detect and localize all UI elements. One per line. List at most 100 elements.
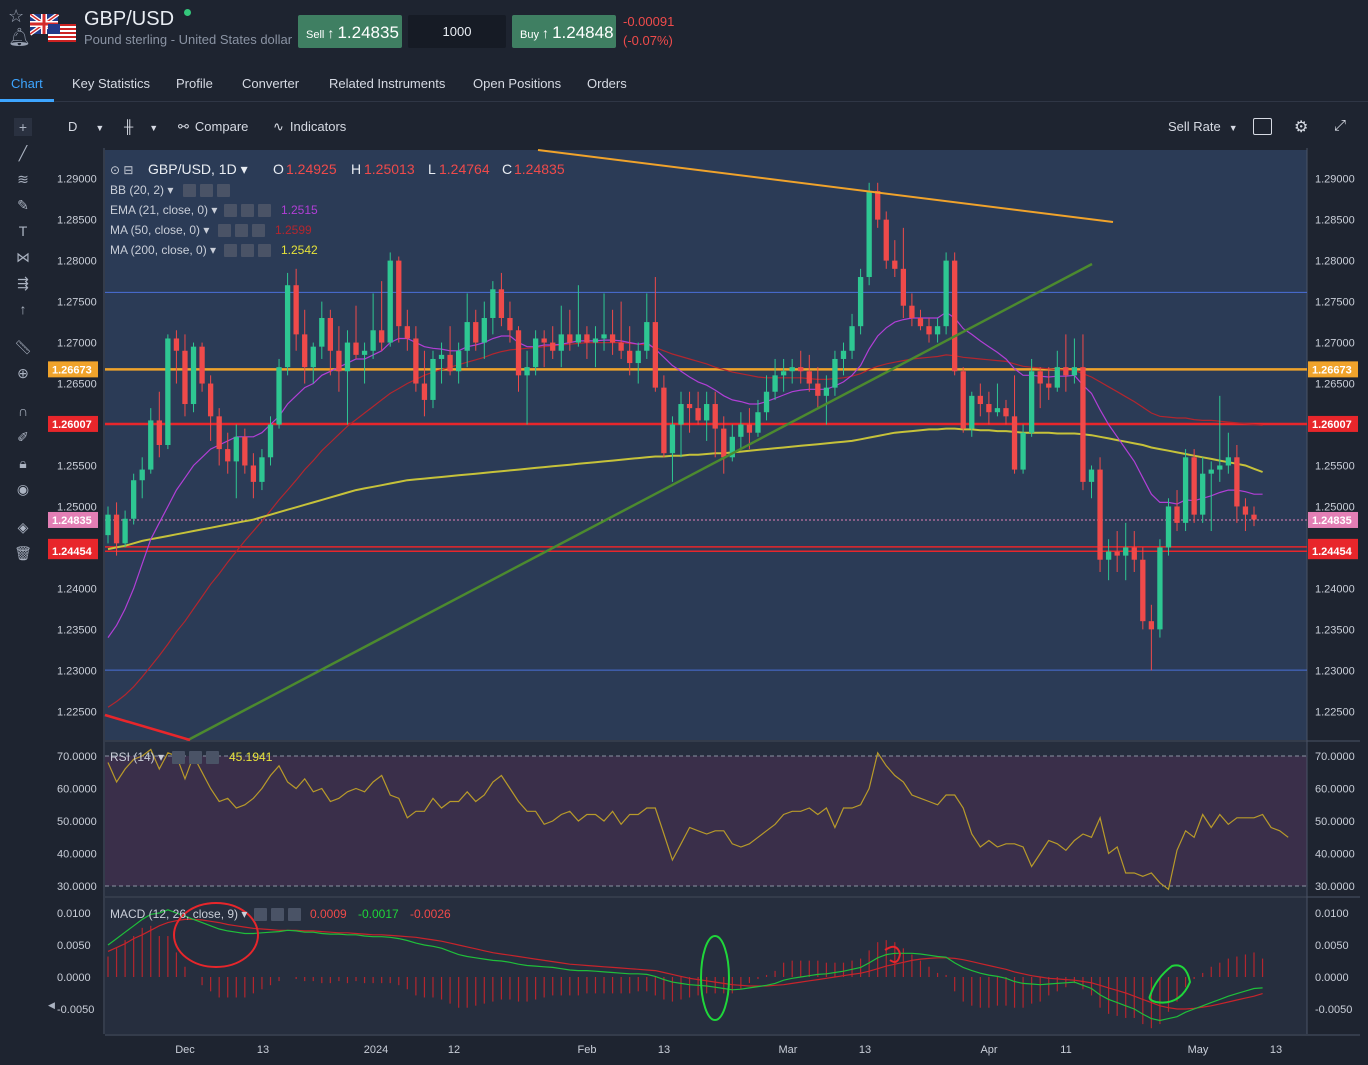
eye-icon[interactable]: ◉ bbox=[16, 481, 30, 497]
indicators-button[interactable]: ∿ Indicators bbox=[273, 119, 346, 135]
candles-icon: ╫ bbox=[124, 119, 134, 134]
trash-icon[interactable]: 🗑︎ bbox=[14, 545, 32, 561]
text-icon[interactable]: T bbox=[18, 223, 28, 239]
pattern-icon[interactable]: ⋈ bbox=[16, 249, 30, 265]
sell-price: 1.24835 bbox=[337, 23, 399, 42]
time-tick: Feb bbox=[578, 1044, 597, 1056]
candle-body bbox=[336, 350, 342, 372]
candle-body bbox=[105, 514, 111, 536]
buy-label: Buy bbox=[520, 29, 539, 41]
level-label-right-box bbox=[1308, 361, 1358, 378]
indicator-settings-icon bbox=[200, 184, 213, 197]
flag-icons bbox=[30, 14, 76, 42]
star-icon[interactable]: ☆ bbox=[8, 6, 25, 26]
red-trendline bbox=[104, 713, 191, 742]
time-tick: Mar bbox=[779, 1044, 798, 1056]
time-tick: 13 bbox=[658, 1044, 670, 1056]
candle-body bbox=[1088, 469, 1095, 482]
zoom-icon[interactable]: ⊕ bbox=[17, 365, 29, 381]
candle-body bbox=[1148, 621, 1155, 630]
candle-body bbox=[832, 358, 838, 388]
change-absolute: -0.00091 bbox=[623, 14, 675, 29]
layers-icon[interactable]: ◈ bbox=[17, 519, 29, 535]
magnet-icon[interactable]: ∩ bbox=[17, 403, 29, 419]
arrow-up-icon[interactable]: ↑ bbox=[19, 301, 27, 317]
candle-body bbox=[498, 289, 505, 318]
compare-button[interactable]: ⚯ Compare bbox=[178, 119, 248, 135]
fib-icon[interactable]: ≋ bbox=[17, 171, 29, 187]
candle-body bbox=[148, 420, 154, 470]
lock-icon[interactable]: 🔒︎ bbox=[19, 455, 27, 471]
candle-body bbox=[601, 334, 607, 339]
time-tick: Apr bbox=[980, 1044, 997, 1056]
candle-body bbox=[1037, 371, 1043, 384]
indicator-settings-icon bbox=[224, 204, 237, 217]
tab-profile[interactable]: Profile bbox=[176, 76, 213, 91]
candle-body bbox=[780, 371, 787, 376]
interval-select[interactable]: D ▼ bbox=[68, 119, 104, 134]
change-percent: (-0.07%) bbox=[623, 33, 673, 48]
candle-body bbox=[250, 465, 257, 482]
candle-body bbox=[156, 420, 162, 445]
screenshot-icon[interactable] bbox=[1253, 118, 1272, 135]
fullscreen-icon[interactable]: ⤢ bbox=[1334, 117, 1347, 134]
legend-ema: EMA (21, close, 0) ▾ bbox=[110, 203, 217, 217]
price-tick-left: 1.25500 bbox=[57, 460, 97, 472]
indicator-settings-icon bbox=[252, 224, 265, 237]
tab-key-statistics[interactable]: Key Statistics bbox=[72, 76, 151, 91]
chart-type-select[interactable]: ╫ ▼ bbox=[124, 119, 158, 134]
annotation-circle-green bbox=[1148, 964, 1192, 1004]
tab-converter[interactable]: Converter bbox=[242, 76, 300, 91]
indicator-settings-icon bbox=[172, 751, 185, 764]
collapse-sidebar-arrow[interactable]: ◀ bbox=[48, 1000, 55, 1010]
quantity-input[interactable]: 1000 bbox=[408, 15, 506, 48]
indicator-settings-icon bbox=[241, 244, 254, 257]
forecast-icon[interactable]: ⇶ bbox=[17, 275, 29, 291]
legend-high-value: 1.25013 bbox=[364, 161, 415, 177]
time-tick: 13 bbox=[859, 1044, 871, 1056]
candle-body bbox=[447, 354, 453, 372]
candle-body bbox=[1200, 473, 1206, 515]
crosshair-icon[interactable]: + bbox=[14, 118, 32, 136]
level-label-right-box bbox=[1308, 511, 1358, 528]
tab-orders[interactable]: Orders bbox=[587, 76, 627, 91]
candle-body bbox=[575, 334, 582, 343]
candle-body bbox=[1123, 547, 1129, 556]
candle-body bbox=[960, 371, 966, 429]
ruler-icon[interactable]: 📏︎ bbox=[14, 339, 32, 355]
indicator-settings-icon bbox=[189, 751, 202, 764]
candle-body bbox=[986, 404, 992, 413]
bell-icon[interactable]: 🔔︎ bbox=[8, 27, 31, 47]
pencil-lock-icon[interactable]: ✐ bbox=[17, 429, 29, 445]
rsi-tick-right: 70.0000 bbox=[1315, 751, 1355, 763]
indicator-settings-icon bbox=[206, 751, 219, 764]
candle-body bbox=[840, 350, 847, 359]
gear-icon[interactable]: ⚙ bbox=[1294, 119, 1309, 136]
tab-chart[interactable]: Chart bbox=[11, 76, 43, 91]
rate-select[interactable]: Sell Rate ▼ bbox=[1168, 119, 1238, 134]
tab-related-instruments[interactable]: Related Instruments bbox=[329, 76, 446, 91]
candle-body bbox=[1003, 408, 1009, 417]
indicator-settings-icon bbox=[217, 184, 230, 197]
sell-button[interactable]: Sell ↑ 1.24835 bbox=[298, 15, 402, 48]
candle-body bbox=[293, 285, 299, 335]
legend-ma50: MA (50, close, 0) ▾ bbox=[110, 223, 209, 237]
ema21-line bbox=[107, 311, 1263, 638]
trendline-icon[interactable]: ╱ bbox=[18, 145, 28, 161]
legend-ma50-value: 1.2599 bbox=[275, 223, 312, 237]
buy-button[interactable]: Buy ↑ 1.24848 bbox=[512, 15, 616, 48]
candle-body bbox=[618, 342, 624, 351]
candle-body bbox=[1054, 367, 1060, 388]
indicator-settings-icon bbox=[271, 908, 284, 921]
candle-body bbox=[327, 317, 334, 351]
price-chart[interactable]: 1.29000 1.29000 1.28500 1.28500 1.28000 1.280… bbox=[48, 148, 1360, 1058]
instrument-subtitle: Pound sterling - United States dollar bbox=[84, 32, 293, 47]
caret-down-icon: ▼ bbox=[95, 123, 105, 133]
tab-open-positions[interactable]: Open Positions bbox=[473, 76, 562, 91]
candle-body bbox=[122, 518, 128, 544]
time-tick: 11 bbox=[1060, 1044, 1071, 1056]
candle-body bbox=[1140, 559, 1146, 622]
indicator-settings-icon bbox=[288, 908, 301, 921]
candle-body bbox=[233, 436, 239, 462]
brush-icon[interactable]: ✎ bbox=[17, 197, 29, 213]
